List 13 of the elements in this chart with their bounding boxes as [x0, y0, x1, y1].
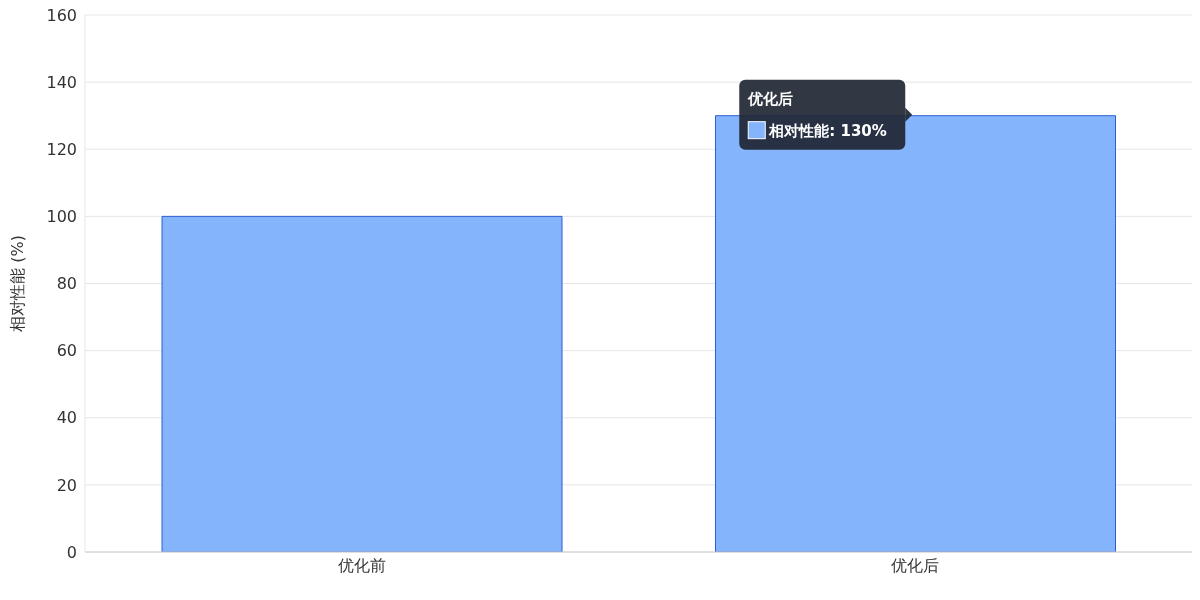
- y-tick-label: 0: [66, 542, 77, 562]
- annotation: 优化后: [747, 89, 794, 108]
- y-tick-label: 100: [46, 207, 77, 227]
- annotation: 相对性能: 130%: [768, 121, 887, 140]
- y-tick-label: 160: [46, 5, 77, 25]
- y-tick-label: 60: [56, 341, 77, 361]
- y-tick-label: 20: [56, 475, 77, 495]
- y-tick-label: 80: [56, 274, 77, 294]
- y-axis-title: 相对性能 (%): [7, 235, 27, 332]
- y-tick-label: 120: [46, 139, 77, 159]
- y-tick-label: 140: [46, 72, 77, 92]
- y-tick-label: 40: [56, 408, 77, 428]
- x-tick-label: 优化前: [337, 556, 386, 576]
